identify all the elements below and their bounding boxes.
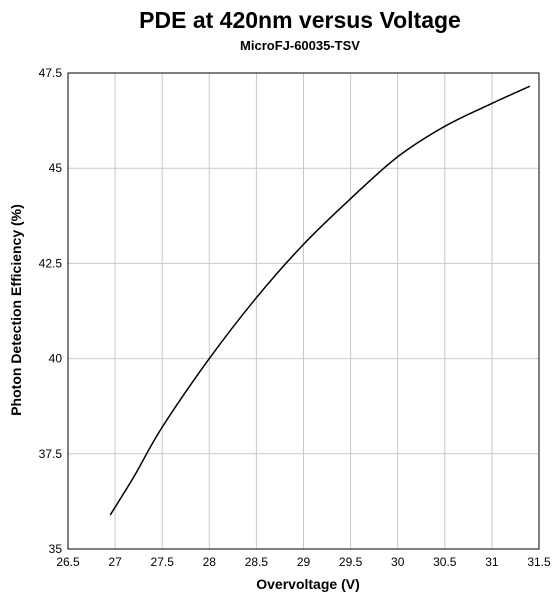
x-tick-label: 31 [485, 555, 499, 569]
x-axis-ticks: 26.5 27 27.5 28 28.5 29 29.5 30 30.5 31 31.5 [56, 555, 551, 569]
y-tick-label: 40 [49, 352, 63, 366]
x-tick-label: 26.5 [56, 555, 80, 569]
y-axis-label: Photon Detection Efficiency (%) [8, 204, 24, 416]
grid [67, 72, 540, 550]
data-point [109, 514, 111, 516]
data-point [397, 156, 399, 158]
pde-curve-line [109, 85, 530, 516]
y-tick-label: 37.5 [39, 447, 63, 461]
x-tick-label: 28 [203, 555, 217, 569]
data-point [350, 198, 352, 200]
y-tick-label: 35 [49, 542, 63, 556]
data-point [528, 85, 531, 87]
data-point [255, 297, 257, 299]
y-tick-label: 45 [49, 161, 63, 175]
y-tick-label: 47.5 [39, 66, 63, 80]
x-tick-label: 27 [108, 555, 122, 569]
x-tick-label: 29.5 [339, 555, 363, 569]
data-point [491, 102, 493, 105]
x-tick-label: 28.5 [245, 555, 269, 569]
data-point [133, 476, 135, 478]
x-axis-label: Overvoltage (V) [256, 576, 359, 592]
x-tick-label: 30 [391, 555, 405, 569]
y-axis-ticks: 35 37.5 40 42.5 45 47.5 [39, 66, 63, 556]
x-tick-label: 31.5 [527, 555, 551, 569]
plot-area [67, 72, 540, 550]
chart-subtitle: MicroFJ-60035-TSV [240, 38, 360, 53]
data-point [161, 426, 163, 428]
data-point [302, 243, 305, 245]
series-layer [109, 85, 531, 516]
y-tick-label: 42.5 [39, 256, 63, 270]
x-tick-label: 30.5 [433, 555, 457, 569]
data-point [208, 358, 210, 360]
x-tick-label: 29 [297, 555, 311, 569]
x-tick-label: 27.5 [151, 555, 175, 569]
data-point [444, 125, 446, 127]
chart-title: PDE at 420nm versus Voltage [139, 7, 461, 33]
